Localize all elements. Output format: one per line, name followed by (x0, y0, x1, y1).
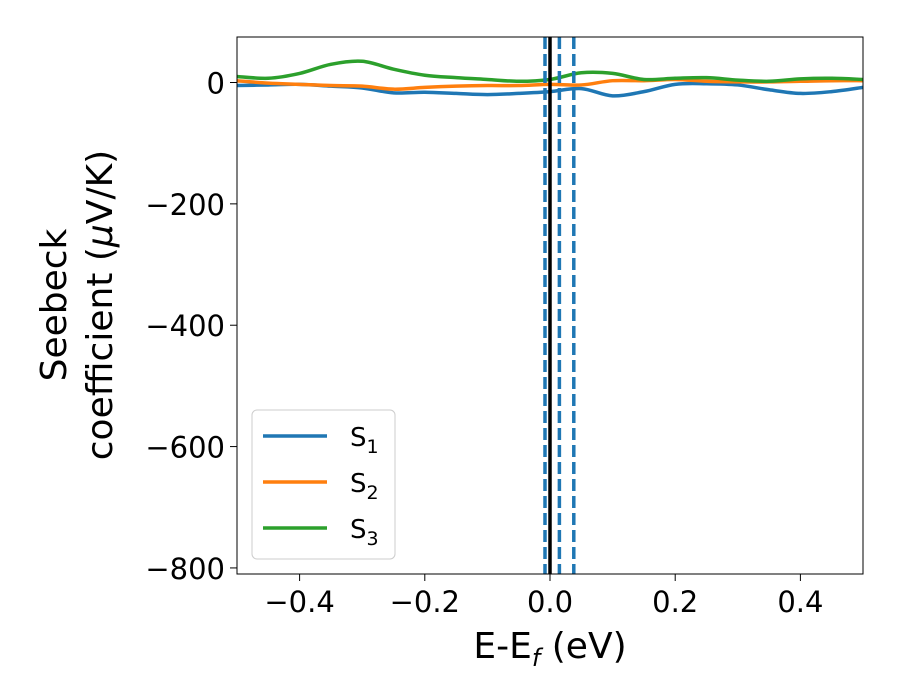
y-tick-label: −800 (145, 552, 225, 586)
y-axis-label: Seebeck coefficient (μV/K) (34, 150, 121, 460)
legend-label-s2: S2 (350, 469, 379, 504)
legend: S1 S2 S3 (251, 409, 396, 560)
x-axis: −0.4 −0.2 0.0 0.2 0.4 (264, 574, 823, 619)
legend-label-s1: S1 (350, 423, 379, 458)
y-tick-label: −400 (145, 309, 225, 343)
x-tick-label: 0.0 (527, 585, 573, 619)
plot-area (236, 36, 864, 575)
x-tick-label: −0.4 (264, 585, 334, 619)
y-axis-label-line1: Seebeck (34, 228, 75, 381)
x-tick-label: 0.2 (652, 585, 698, 619)
legend-label-s3: S3 (350, 515, 379, 550)
legend-box (251, 409, 396, 560)
plot-content (237, 37, 863, 574)
x-tick-label: 0.4 (777, 585, 823, 619)
x-axis-label: E-Ef (eV) (473, 626, 626, 672)
y-tick-label: 0 (207, 67, 225, 101)
y-tick-label: −200 (145, 188, 225, 222)
x-tick-label: −0.2 (390, 585, 460, 619)
y-axis-label-line2: coefficient (μV/K) (80, 150, 121, 460)
y-tick-label: −600 (145, 431, 225, 465)
y-axis: 0 −200 −400 −600 −800 (145, 67, 237, 586)
